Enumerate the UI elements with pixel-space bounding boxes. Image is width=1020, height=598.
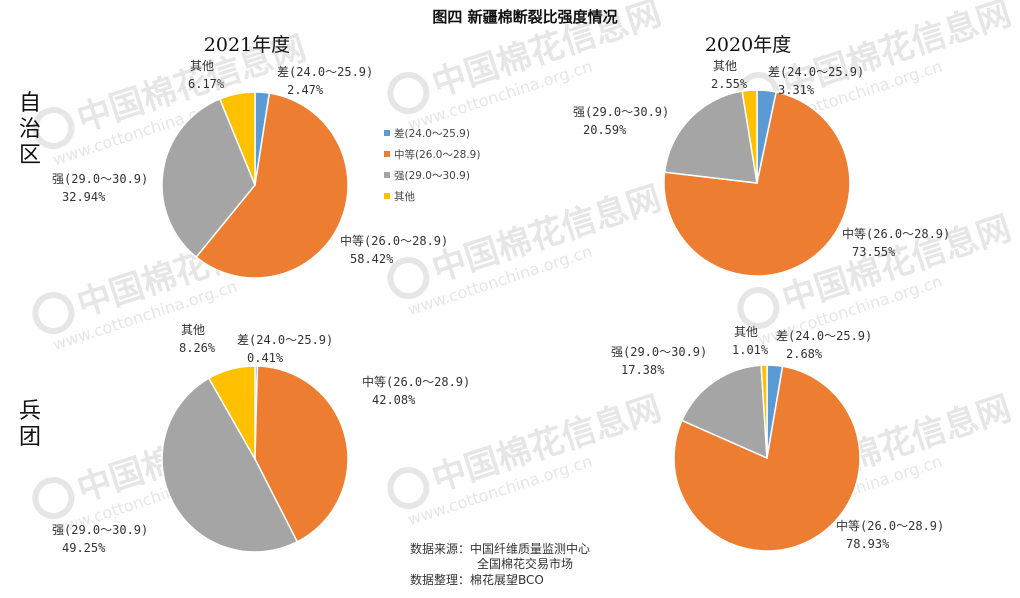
legend-label: 其他 [394, 190, 415, 203]
row-title-corps: 兵团 [19, 399, 41, 450]
slice-value-label: 73.55% [852, 245, 896, 259]
legend-entry: 中等(26.0～28.9) [384, 148, 480, 161]
slice-category-label: 差(24.0～25.9) [237, 333, 333, 347]
source-line-1: 数据来源：中国纤维质量监测中心 [410, 541, 590, 556]
slice-category-label: 中等(26.0～28.9) [340, 233, 448, 248]
slice-value-label: 17.38% [621, 363, 665, 377]
column-title-2021: 2021年度 [204, 34, 290, 56]
chart-title: 图四 新疆棉断裂比强度情况 [432, 8, 617, 26]
slice-value-label: 0.41% [247, 351, 284, 365]
slice-category-label: 差(24.0～25.9) [776, 329, 872, 343]
legend-entry: 差(24.0～25.9) [384, 127, 470, 140]
slice-category-label: 强(29.0～30.9) [52, 172, 148, 186]
column-title-2020: 2020年度 [705, 34, 791, 56]
slice-category-label: 差(24.0～25.9) [277, 65, 373, 79]
pie-slice [680, 364, 768, 460]
slice-category-label: 强(29.0～30.9) [573, 105, 669, 119]
slice-value-label: 49.25% [62, 541, 106, 555]
source-line-3: 数据整理：棉花展望BCO [410, 572, 544, 587]
legend-label: 差(24.0～25.9) [394, 127, 470, 140]
pie-slice [218, 91, 256, 186]
slice-value-label: 8.26% [179, 341, 216, 355]
slice-category-label: 其他 [181, 323, 205, 337]
pie-slice [663, 91, 851, 277]
slice-value-label: 42.08% [372, 393, 416, 407]
legend-label: 中等(26.0～28.9) [394, 148, 480, 161]
slice-category-label: 强(29.0～30.9) [611, 345, 707, 359]
pie-chart-0: 差(24.0～25.9) 2.47% 中等(26.0～28.9) 58.42% 强(29… [52, 59, 448, 279]
pie-slice [195, 92, 349, 279]
legend-swatch [384, 172, 390, 178]
slice-value-label: 3.31% [778, 83, 815, 97]
legend-swatch [384, 193, 390, 199]
slice-category-label: 差(24.0～25.9) [768, 65, 864, 79]
source-line-2: 全国棉花交易市场 [477, 556, 573, 571]
slice-category-label: 中等(26.0～28.9) [842, 226, 950, 241]
pie-slice [161, 377, 299, 553]
legend-entry: 其他 [384, 190, 415, 203]
slice-value-label: 6.17% [188, 77, 225, 91]
pie-slice [663, 90, 758, 184]
slice-category-label: 中等(26.0～28.9) [836, 518, 944, 533]
pie-slice [254, 365, 349, 543]
slice-category-label: 其他 [190, 59, 214, 73]
slice-category-label: 强(29.0～30.9) [52, 523, 148, 537]
legend-label: 强(29.0～30.9) [394, 170, 470, 182]
legend-swatch [384, 151, 390, 157]
slice-category-label: 其他 [734, 325, 758, 339]
slice-value-label: 2.47% [287, 83, 324, 97]
pie-slice [741, 89, 758, 184]
pie-slice [760, 364, 768, 459]
slice-value-label: 20.59% [583, 123, 627, 137]
legend-entry: 强(29.0～30.9) [384, 170, 470, 182]
source-note: 数据来源：中国纤维质量监测中心 全国棉花交易市场 数据整理：棉花展望BCO [410, 541, 590, 587]
slice-value-label: 2.68% [786, 347, 823, 361]
slice-category-label: 中等(26.0～28.9) [362, 374, 470, 389]
pie-chart-1: 差(24.0～25.9) 3.31% 中等(26.0～28.9) 73.55% 强(29… [573, 59, 950, 277]
pie-slice [161, 97, 256, 259]
legend: 差(24.0～25.9) 中等(26.0～28.9) 强(29.0～30.9) 其他 [384, 127, 480, 203]
pie-slice [207, 365, 256, 462]
slice-value-label: 58.42% [350, 252, 394, 266]
pie-chart-2: 差(24.0～25.9) 0.41% 中等(26.0～28.9) 42.08% 强(29… [52, 323, 470, 555]
pie-chart-3: 差(24.0～25.9) 2.68% 中等(26.0～28.9) 78.93% 强(29… [611, 325, 944, 552]
slice-value-label: 1.01% [732, 343, 769, 357]
slice-value-label: 78.93% [846, 537, 890, 551]
row-title-autonomous-region: 自治区 [19, 91, 41, 168]
slice-value-label: 32.94% [62, 190, 106, 204]
slice-value-label: 2.55% [711, 77, 748, 91]
slice-category-label: 其他 [713, 59, 737, 73]
legend-swatch [384, 130, 390, 136]
